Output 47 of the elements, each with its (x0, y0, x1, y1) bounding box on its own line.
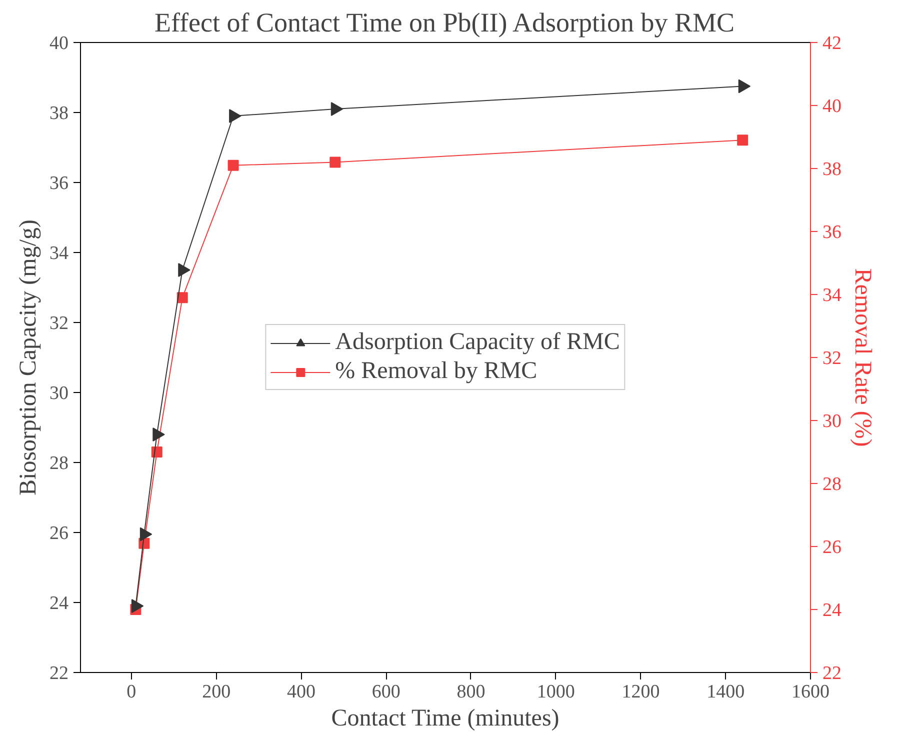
y2-tick-label: 24 (822, 600, 842, 621)
x-tick-label: 1000 (536, 682, 575, 702)
chart-title: Effect of Contact Time on Pb(II) Adsorption by RMC (154, 8, 735, 38)
y2-tick-label: 26 (822, 537, 842, 558)
y-tick-label: 28 (50, 453, 68, 474)
y2-tick-label: 36 (822, 222, 842, 243)
legend-label: % Removal by RMC (335, 358, 538, 385)
point (330, 102, 344, 116)
y-tick-label: 36 (50, 173, 68, 194)
x-tick-label: 800 (456, 682, 486, 702)
y2-tick-label: 30 (822, 411, 842, 432)
point (737, 134, 748, 146)
point (178, 263, 190, 277)
y-tick-label: 26 (50, 523, 68, 544)
y-tick-label: 38 (50, 103, 68, 124)
y2-tick-label: 40 (822, 96, 842, 117)
y2-axis-title: Removal Rate (%) (850, 268, 876, 447)
x-tick-label: 1200 (622, 682, 660, 702)
y-tick-label: 40 (50, 33, 68, 54)
y2-tick-label: 28 (822, 474, 842, 495)
x-axis-title: Contact Time (minutes) (331, 706, 560, 732)
point (152, 428, 165, 442)
x-tick-label: 400 (286, 682, 316, 702)
y-tick-label: 24 (50, 593, 69, 614)
y-tick-label: 22 (50, 663, 68, 684)
point (738, 79, 751, 94)
legend-label: Adsorption Capacity of RMC (335, 329, 620, 356)
y2-tick-label: 38 (822, 159, 842, 180)
y-tick-label: 32 (50, 313, 68, 334)
x-tick-label: 200 (202, 682, 231, 702)
point (176, 292, 188, 304)
point (140, 527, 152, 542)
y2-tick-label: 34 (822, 285, 842, 306)
point (229, 109, 242, 123)
y2-tick-label: 42 (822, 33, 842, 54)
point (228, 160, 239, 171)
point (131, 599, 144, 613)
x-tick-label: 1400 (706, 682, 745, 702)
y2-tick-label: 32 (822, 348, 842, 369)
y-axis-title: Biosorption Capacity (mg/g) (16, 220, 42, 496)
point (330, 156, 341, 168)
y2-tick-label: 22 (822, 663, 842, 684)
y-tick-label: 30 (50, 383, 68, 404)
x-tick-label: 600 (372, 682, 400, 702)
x-tick-label: 0 (126, 682, 136, 702)
y-tick-label: 34 (50, 243, 69, 264)
x-tick-label: 1600 (792, 682, 830, 702)
